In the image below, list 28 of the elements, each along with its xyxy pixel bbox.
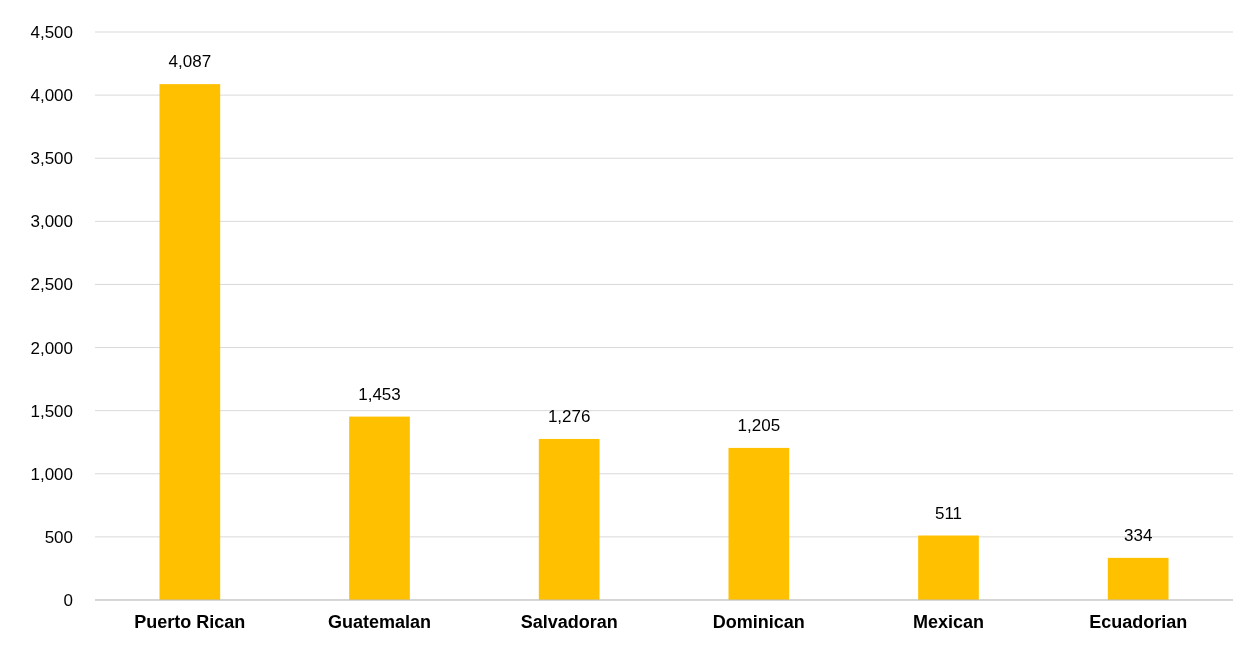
bar xyxy=(349,416,410,600)
data-label: 1,453 xyxy=(358,384,401,404)
x-tick-label: Salvadoran xyxy=(520,612,618,632)
data-label: 1,205 xyxy=(737,415,781,435)
y-tick-label: 2,000 xyxy=(30,338,73,358)
x-tick-label: Guatemalan xyxy=(327,612,432,632)
data-label: 511 xyxy=(934,503,963,523)
bar xyxy=(918,535,979,600)
y-tick-label: 500 xyxy=(44,527,73,547)
data-label: 4,087 xyxy=(168,52,212,72)
y-tick-label: 2,500 xyxy=(30,275,73,295)
x-tick-label: Puerto Rican xyxy=(134,612,246,632)
y-tick-label: 0 xyxy=(63,590,73,610)
x-tick-label: Ecuadorian xyxy=(1089,612,1188,632)
data-label: 334 xyxy=(1123,525,1153,545)
y-tick-label: 1,500 xyxy=(30,401,73,421)
bar xyxy=(1107,557,1169,600)
x-tick-label: Mexican xyxy=(912,612,985,632)
data-label: 1,276 xyxy=(547,406,591,426)
bar xyxy=(538,438,600,600)
y-tick-label: 3,500 xyxy=(30,149,73,169)
y-tick-label: 4,500 xyxy=(30,22,73,42)
x-tick-label: Dominican xyxy=(712,612,805,632)
bar xyxy=(159,84,221,600)
bar xyxy=(728,447,790,600)
y-tick-label: 1,000 xyxy=(30,464,73,484)
y-tick-label: 4,000 xyxy=(30,86,73,106)
y-tick-label: 3,000 xyxy=(30,212,73,232)
